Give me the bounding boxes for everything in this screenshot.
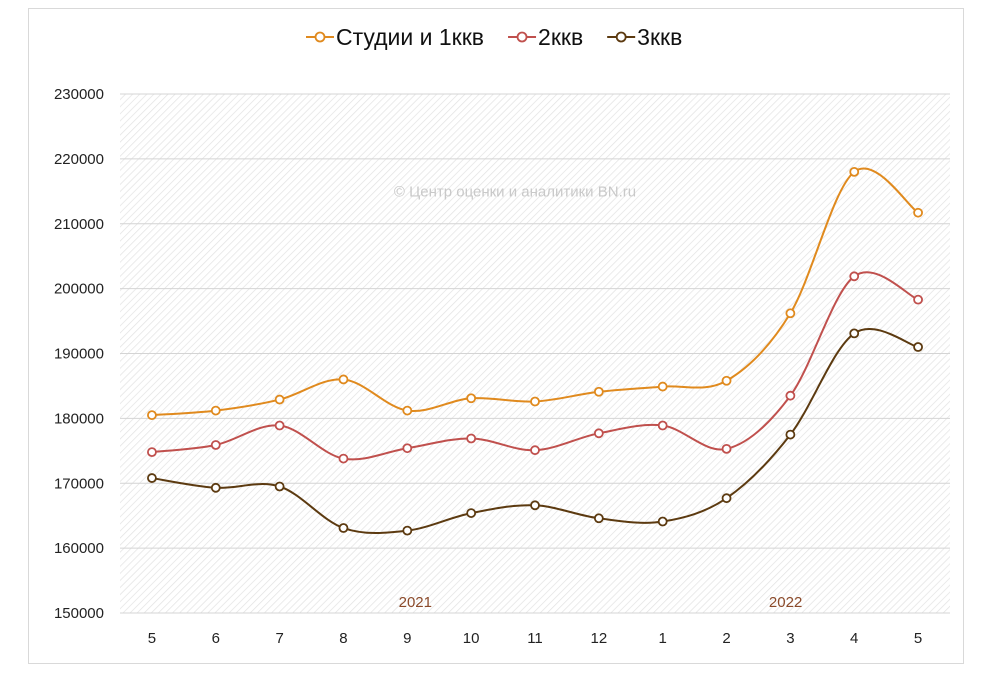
data-point (593, 386, 604, 397)
data-point (274, 394, 285, 405)
x-tick-label: 11 (527, 630, 543, 647)
data-point (530, 445, 540, 456)
year-label: 2021 (399, 594, 432, 611)
data-point (402, 405, 413, 416)
data-point (147, 447, 157, 458)
x-tick-label: 1 (659, 630, 667, 647)
y-tick-label: 220000 (54, 151, 104, 168)
x-tick-label: 8 (339, 630, 347, 647)
y-tick-label: 200000 (54, 281, 104, 298)
data-point (402, 443, 413, 454)
y-tick-label: 230000 (54, 86, 104, 103)
y-tick-label: 150000 (54, 605, 104, 622)
data-point (147, 473, 157, 483)
watermark-text: © Центр оценки и аналитики BN.ru (394, 183, 636, 200)
data-point (913, 294, 923, 305)
y-tick-label: 160000 (54, 540, 104, 557)
x-tick-label: 10 (463, 630, 480, 647)
x-tick-label: 6 (212, 630, 220, 647)
data-point (530, 500, 540, 511)
year-labels: 2021 2022 (399, 594, 803, 611)
year-label: 2022 (769, 594, 802, 611)
data-point (466, 393, 477, 404)
x-tick-label: 5 (914, 630, 922, 647)
series-2 (147, 271, 923, 464)
legend-item: Студии и 1ккв (306, 24, 484, 50)
legend-marker (516, 31, 528, 43)
data-point (274, 420, 285, 431)
data-point (849, 271, 860, 282)
data-point (466, 433, 477, 444)
data-point (657, 516, 668, 527)
y-tick-label: 210000 (54, 216, 104, 233)
x-tick-label: 7 (275, 630, 283, 647)
data-point (593, 513, 604, 524)
data-point (210, 482, 221, 493)
data-point (338, 374, 349, 385)
data-point (785, 308, 796, 319)
legend-label: 2ккв (538, 24, 583, 50)
x-tick-label: 2 (722, 630, 730, 647)
legend: Студии и 1ккв 2ккв 3ккв (306, 24, 682, 50)
legend-marker (615, 31, 627, 43)
legend-item: 3ккв (607, 24, 682, 50)
x-tick-label: 3 (786, 630, 794, 647)
gridlines (120, 93, 950, 614)
y-tick-label: 190000 (54, 346, 104, 363)
data-point (338, 523, 349, 533)
x-tick-label: 12 (591, 630, 608, 647)
data-point (147, 410, 157, 421)
legend-label: Студии и 1ккв (336, 24, 484, 50)
data-point (402, 525, 413, 536)
series-group (147, 166, 923, 536)
x-tick-label: 4 (850, 630, 858, 647)
data-point (466, 508, 477, 518)
data-point (210, 405, 221, 416)
data-point (849, 328, 860, 339)
x-tick-label: 5 (148, 630, 156, 647)
data-point (657, 420, 668, 431)
y-axis: 150000 160000 170000 180000 190000 200000 2100… (54, 86, 104, 622)
data-point (785, 390, 796, 401)
data-point (721, 375, 732, 386)
data-point (593, 428, 604, 439)
data-point (338, 453, 349, 464)
y-tick-label: 180000 (54, 410, 104, 427)
data-point (721, 493, 732, 504)
data-point (657, 381, 668, 392)
legend-label: 3ккв (637, 24, 682, 50)
y-tick-label: 170000 (54, 475, 104, 492)
legend-marker (314, 31, 326, 43)
data-point (530, 396, 540, 407)
data-point (274, 481, 285, 492)
x-tick-label: 9 (403, 630, 411, 647)
data-point (913, 342, 923, 352)
legend-item: 2ккв (508, 24, 583, 50)
data-point (210, 440, 221, 450)
data-point (785, 429, 796, 440)
data-point (913, 207, 923, 218)
series-1 (147, 166, 923, 421)
data-point (849, 166, 860, 177)
data-point (721, 443, 732, 454)
series-3 (147, 327, 923, 536)
x-axis: 5 6 7 8 9 10 11 12 1 2 3 4 5 (120, 612, 950, 647)
